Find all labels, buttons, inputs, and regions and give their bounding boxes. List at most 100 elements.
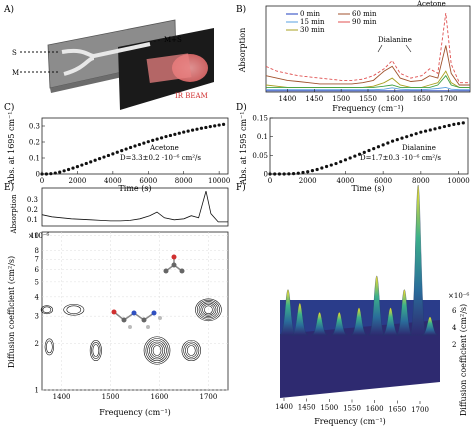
panel-e-ticks: 1 2 3 4 5 6 78 10 1400 1500 1600 1700 xyxy=(30,232,217,401)
c-point-14 xyxy=(102,155,106,159)
b-xtick-label-2: 1500 xyxy=(332,95,350,103)
panel-e-contours xyxy=(40,298,222,365)
d-point-25 xyxy=(386,141,390,145)
d-xtick-label-2: 4000 xyxy=(337,177,355,185)
panel-d-label: D) xyxy=(236,102,247,113)
d-ytick-label-1: 0.05 xyxy=(252,152,268,160)
c-point-11 xyxy=(89,160,93,164)
c-point-31 xyxy=(177,131,181,135)
e-contour-6-3 xyxy=(198,301,219,319)
c-point-33 xyxy=(186,129,190,133)
d-point-4 xyxy=(287,172,291,176)
panel-e-grid xyxy=(42,232,228,391)
f-xtick-label-6: 1700 xyxy=(411,406,429,414)
c-ytick-label-1: 0.1 xyxy=(29,155,40,163)
c-point-23 xyxy=(142,141,146,145)
d-point-27 xyxy=(395,138,399,142)
d-point-41 xyxy=(461,121,465,125)
c-xtick-label-1: 2000 xyxy=(69,177,87,185)
d-xtick-label-4: 8000 xyxy=(412,177,430,185)
e-ytick-label-7: 8 xyxy=(35,247,39,255)
channel xyxy=(61,42,151,59)
d-point-19 xyxy=(357,152,362,156)
panel-b: B) 1400 1450 1500 1550 1600 1650 1700 Absorpti… xyxy=(236,0,471,113)
d-point-9 xyxy=(310,169,315,173)
panel-e-top-ylabel: Absorption xyxy=(10,194,18,234)
d-ytick-label-2: 0.1 xyxy=(257,133,268,141)
e-contour-5-3 xyxy=(181,339,201,362)
panel-e-ylabel: Diffusion coefficient (cm²/s) xyxy=(7,256,16,368)
c-xtick-label-0: 0 xyxy=(40,177,44,185)
e-contour-6-5 xyxy=(195,298,222,322)
c-point-17 xyxy=(115,150,119,154)
e-contour-3-1 xyxy=(91,342,101,359)
ir-beam-body xyxy=(146,53,192,83)
f-peak-0 xyxy=(279,289,297,336)
d-point-5 xyxy=(291,172,296,176)
label-ir-beam: IR BEAM xyxy=(175,92,208,100)
panel-f-xticks: 1400 1450 1500 1550 1600 1650 1700 xyxy=(275,398,429,414)
dialanine-molecule-icon xyxy=(111,309,162,329)
c-point-2 xyxy=(49,172,53,176)
c-point-9 xyxy=(80,163,84,167)
e-contour-2-0 xyxy=(46,340,53,354)
panel-a: A) S M M+S IR BEAM xyxy=(3,4,214,110)
e-ytick-label-6: 7 xyxy=(35,256,39,264)
panel-e-top-frame xyxy=(41,187,229,227)
panel-e-exponent: ×10⁻⁶ xyxy=(28,232,49,240)
c-point-4 xyxy=(58,170,62,174)
b-xtick-label-3: 1550 xyxy=(359,95,377,103)
b-legend-label-1: 15 min xyxy=(300,18,325,26)
panel-b-xticks: 1400 1450 1500 1550 1600 1650 1700 xyxy=(279,89,457,103)
c-point-36 xyxy=(199,126,204,130)
panel-d-plot xyxy=(268,121,465,176)
d-point-31 xyxy=(414,132,418,136)
d-point-35 xyxy=(433,127,437,131)
e-contour-5-1 xyxy=(185,343,198,358)
d-point-11 xyxy=(320,166,324,170)
c-ytick-label-0: 0 xyxy=(36,171,40,179)
c-point-35 xyxy=(195,127,199,131)
c-point-6 xyxy=(66,167,71,172)
c-point-20 xyxy=(128,145,133,150)
d-ytick-label-3: 0.15 xyxy=(252,115,268,123)
e-contour-4-5 xyxy=(143,336,171,365)
e-contour-4-0 xyxy=(152,345,162,356)
c-point-39 xyxy=(213,124,217,128)
c-ytick-label-2: 0.2 xyxy=(29,139,40,147)
b-xtick-label-1: 1450 xyxy=(305,95,323,103)
b-series-line-1 xyxy=(266,86,470,91)
b-series-line-3 xyxy=(265,45,470,86)
d-xtick-label-0: 0 xyxy=(268,177,272,185)
c-point-12 xyxy=(93,158,97,162)
d-point-10 xyxy=(315,167,319,172)
c-point-34 xyxy=(190,128,195,132)
f-peak-9 xyxy=(421,316,439,336)
e-ytick-label-8: 10 xyxy=(30,232,39,240)
c-point-38 xyxy=(208,125,212,129)
panel-c-frame xyxy=(41,117,229,175)
d-ytick-label-0: 0 xyxy=(264,171,268,179)
c-point-7 xyxy=(71,166,75,170)
d-point-17 xyxy=(348,156,352,160)
d-point-34 xyxy=(428,128,432,132)
e-contour-6-2 xyxy=(200,302,217,317)
e-contour-4-4 xyxy=(145,338,169,363)
c-point-8 xyxy=(75,165,80,169)
panel-e-top-ytick-2: 0.2 xyxy=(27,206,38,214)
c-point-18 xyxy=(120,149,124,153)
d-point-28 xyxy=(400,136,404,140)
d-point-24 xyxy=(381,143,385,147)
panel-c-ticks: 0 2000 4000 6000 8000 10000 0 0.1 0.2 0.3 xyxy=(29,123,230,186)
c-xtick-label-5: 10000 xyxy=(208,177,230,185)
panel-f-exponent: ×10⁻⁶ xyxy=(448,292,469,300)
dialanine-arrow-left xyxy=(377,44,383,53)
c-point-5 xyxy=(62,169,66,173)
b-legend-label-4: 90 min xyxy=(352,18,377,26)
e-contour-1-0 xyxy=(66,305,82,315)
c-ytick-label-3: 0.3 xyxy=(29,123,40,131)
d-point-3 xyxy=(282,172,286,176)
d-xtick-label-3: 6000 xyxy=(374,177,392,185)
e-xtick-label-2: 1600 xyxy=(151,393,169,401)
d-point-18 xyxy=(353,154,357,158)
